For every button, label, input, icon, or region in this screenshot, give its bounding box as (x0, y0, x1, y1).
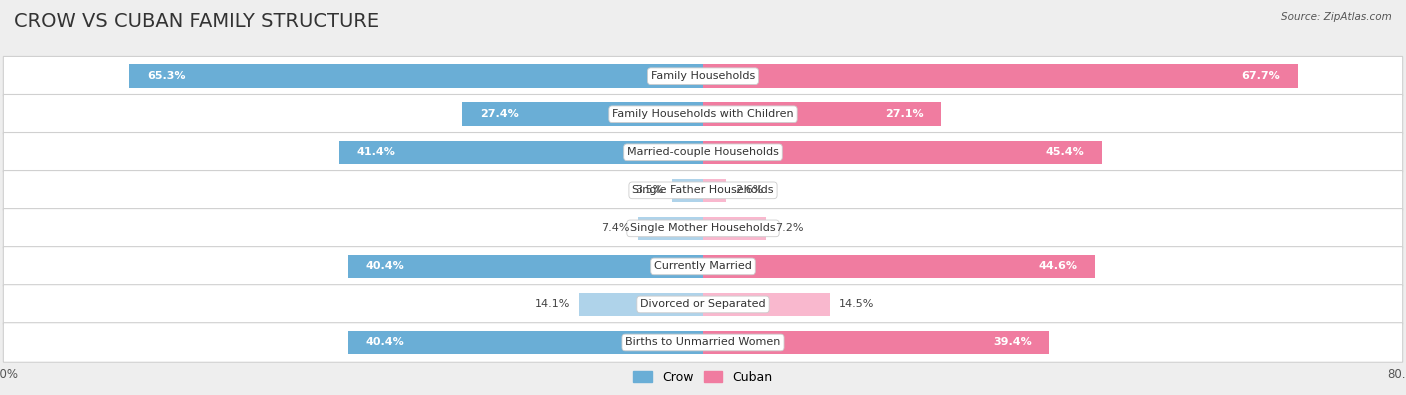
Bar (703, 293, 831, 316)
Text: 65.3%: 65.3% (146, 71, 186, 81)
Legend: Crow, Cuban: Crow, Cuban (628, 366, 778, 389)
Bar (672, 179, 703, 202)
Text: 14.5%: 14.5% (839, 299, 875, 309)
Text: Divorced or Separated: Divorced or Separated (640, 299, 766, 309)
Bar (703, 102, 941, 126)
Text: 40.4%: 40.4% (366, 261, 405, 271)
Text: 40.4%: 40.4% (366, 337, 405, 348)
Text: 45.4%: 45.4% (1046, 147, 1084, 157)
Text: Currently Married: Currently Married (654, 261, 752, 271)
Bar (349, 331, 703, 354)
Text: 14.1%: 14.1% (534, 299, 571, 309)
Text: Births to Unmarried Women: Births to Unmarried Women (626, 337, 780, 348)
Text: 7.2%: 7.2% (775, 223, 804, 233)
FancyBboxPatch shape (3, 246, 1403, 286)
Bar (579, 293, 703, 316)
Text: 67.7%: 67.7% (1241, 71, 1281, 81)
Bar (463, 102, 703, 126)
Text: CROW VS CUBAN FAMILY STRUCTURE: CROW VS CUBAN FAMILY STRUCTURE (14, 12, 380, 31)
FancyBboxPatch shape (3, 171, 1403, 210)
Text: 7.4%: 7.4% (600, 223, 630, 233)
Bar (339, 141, 703, 164)
Text: Source: ZipAtlas.com: Source: ZipAtlas.com (1281, 12, 1392, 22)
Bar (349, 255, 703, 278)
Bar (703, 179, 725, 202)
Text: Family Households with Children: Family Households with Children (612, 109, 794, 119)
Text: 44.6%: 44.6% (1039, 261, 1077, 271)
FancyBboxPatch shape (3, 323, 1403, 362)
Bar (703, 141, 1102, 164)
Text: 2.6%: 2.6% (734, 185, 763, 196)
Text: 3.5%: 3.5% (636, 185, 664, 196)
FancyBboxPatch shape (3, 209, 1403, 248)
FancyBboxPatch shape (3, 285, 1403, 324)
Bar (703, 216, 766, 240)
Bar (638, 216, 703, 240)
Bar (703, 255, 1095, 278)
Text: Single Mother Households: Single Mother Households (630, 223, 776, 233)
Bar (129, 64, 703, 88)
Text: 39.4%: 39.4% (993, 337, 1032, 348)
Text: 27.4%: 27.4% (479, 109, 519, 119)
Text: Married-couple Households: Married-couple Households (627, 147, 779, 157)
FancyBboxPatch shape (3, 94, 1403, 134)
Text: 27.1%: 27.1% (884, 109, 924, 119)
Bar (703, 64, 1298, 88)
Bar (703, 331, 1049, 354)
FancyBboxPatch shape (3, 56, 1403, 96)
Text: Single Father Households: Single Father Households (633, 185, 773, 196)
Text: 41.4%: 41.4% (357, 147, 395, 157)
FancyBboxPatch shape (3, 132, 1403, 172)
Text: Family Households: Family Households (651, 71, 755, 81)
